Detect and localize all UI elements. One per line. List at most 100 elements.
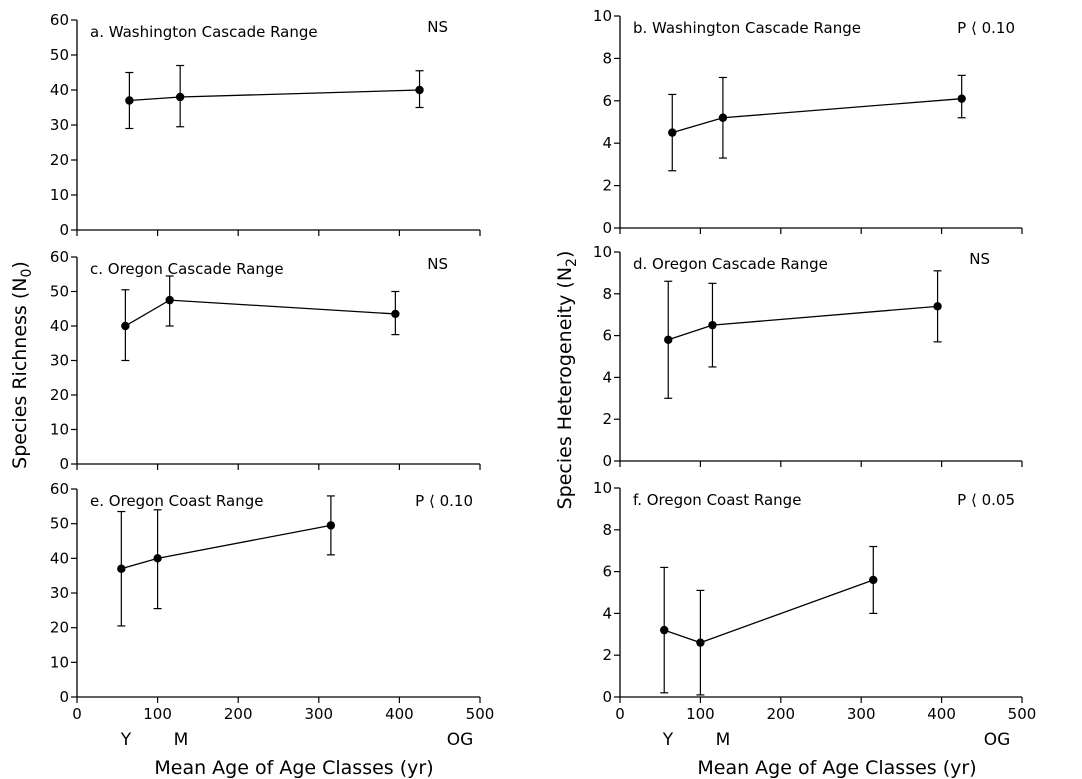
y-tick-label: 40 — [50, 81, 69, 99]
stat-label: NS — [427, 18, 448, 36]
panel-e: 0 10 20 30 40 50 60 0 100 200 300 400 500 e. Oregon C… — [50, 480, 494, 723]
y-tick-label: 10 — [593, 243, 612, 261]
stat-label: P ⟨ 0.10 — [957, 19, 1015, 37]
y-tick-label: 6 — [602, 563, 612, 581]
panel-title: e. Oregon Coast Range — [90, 492, 263, 510]
panel-title: b. Washington Cascade Range — [633, 19, 861, 37]
series-line — [664, 579, 874, 644]
y-tick-label: 6 — [602, 327, 612, 345]
stat-label: NS — [969, 250, 990, 268]
data-point — [660, 625, 669, 635]
data-point — [696, 638, 705, 647]
data-point — [718, 113, 728, 122]
age-class-labels: Y M OG Y M OG — [120, 730, 1010, 750]
y-tick-label: 60 — [50, 11, 69, 29]
y-tick-label: 20 — [50, 619, 69, 637]
x-tick-label: 200 — [224, 705, 253, 723]
left-y-axis-title-close: ) — [9, 261, 31, 268]
y-tick-label: 4 — [602, 604, 612, 622]
y-tick-label: 6 — [602, 92, 612, 110]
x-tick-label: 100 — [143, 705, 172, 723]
y-tick-label: 50 — [50, 283, 69, 301]
y-tick-label: 0 — [59, 455, 69, 473]
y-tick-label: 30 — [50, 584, 69, 602]
y-tick-label: 30 — [50, 116, 69, 134]
data-point — [668, 128, 677, 137]
y-tick-label: 50 — [50, 515, 69, 533]
stat-label: NS — [427, 255, 448, 273]
x-tick-label: 500 — [1008, 705, 1037, 723]
y-tick-label: 0 — [602, 219, 612, 237]
x-tick-label: 0 — [615, 705, 625, 723]
data-point — [391, 309, 400, 319]
panel-title: f. Oregon Coast Range — [633, 491, 801, 509]
y-tick-label: 40 — [50, 317, 69, 335]
data-point — [125, 96, 134, 105]
y-tick-label: 20 — [50, 151, 69, 169]
y-tick-label: 4 — [602, 368, 612, 386]
data-point — [664, 335, 673, 344]
y-tick-label: 40 — [50, 549, 69, 567]
x-tick-label: 400 — [385, 705, 414, 723]
data-point — [175, 92, 185, 102]
data-point — [869, 575, 878, 585]
right-y-axis-title-main: Species Heterogeneity (N — [554, 267, 576, 509]
y-tick-label: 2 — [602, 410, 612, 428]
panel-a: 0 10 20 30 40 50 60 a. Washington Cascade Range… — [50, 11, 481, 239]
data-point — [957, 94, 966, 103]
left-y-axis-title-main: Species Richness (N — [9, 278, 31, 469]
y-tick-label: 8 — [602, 285, 612, 303]
series-line — [121, 524, 332, 570]
data-point — [933, 302, 942, 311]
x-tick-label: 500 — [466, 705, 495, 723]
y-tick-label: 10 — [593, 479, 612, 497]
age-class-label: M — [174, 730, 189, 750]
y-tick-label: 0 — [59, 688, 69, 706]
panel-title: d. Oregon Cascade Range — [633, 255, 828, 273]
x-tick-label: 400 — [927, 705, 956, 723]
y-tick-label: 30 — [50, 352, 69, 370]
data-point — [153, 554, 162, 563]
y-tick-label: 10 — [50, 421, 69, 439]
age-class-label: Y — [662, 730, 674, 750]
right-x-axis-title: Mean Age of Age Classes (yr) — [697, 757, 976, 779]
age-class-label: OG — [984, 730, 1011, 750]
right-y-axis-title-close: ) — [554, 251, 576, 258]
x-tick-label: 0 — [72, 705, 82, 723]
data-point — [121, 321, 130, 331]
panel-d: 0 2 4 6 8 10 d. Oregon Cascade Range NS — [593, 243, 1023, 470]
y-tick-label: 10 — [50, 186, 69, 204]
age-class-label: Y — [120, 730, 132, 750]
x-tick-label: 100 — [686, 705, 715, 723]
y-tick-label: 4 — [602, 134, 612, 152]
data-point — [165, 295, 174, 305]
right-y-axis-title-subscript: 2 — [564, 258, 580, 267]
data-point — [326, 521, 336, 530]
x-tick-label: 200 — [766, 705, 795, 723]
y-tick-label: 0 — [602, 452, 612, 470]
y-tick-label: 8 — [602, 521, 612, 539]
series-line — [672, 98, 962, 134]
y-tick-label: 50 — [50, 46, 69, 64]
right-y-axis-title: Species Heterogeneity (N2) — [554, 251, 580, 510]
y-tick-label: 20 — [50, 386, 69, 404]
panel-title: a. Washington Cascade Range — [90, 23, 318, 41]
series-line — [125, 299, 396, 327]
y-tick-label: 8 — [602, 49, 612, 67]
panel-b: 0 2 4 6 8 10 b. Washington Cascade Range P ⟨ 0.… — [593, 7, 1023, 237]
y-tick-label: 10 — [593, 7, 612, 25]
stat-label: P ⟨ 0.05 — [957, 491, 1015, 509]
y-tick-label: 60 — [50, 480, 69, 498]
stat-label: P ⟨ 0.10 — [415, 492, 473, 510]
y-tick-label: 0 — [59, 221, 69, 239]
left-y-axis-title: Species Richness (N0) — [9, 261, 35, 469]
data-point — [415, 85, 424, 95]
series-line — [668, 305, 938, 341]
panel-title: c. Oregon Cascade Range — [90, 260, 284, 278]
series-line — [129, 89, 420, 102]
y-tick-label: 2 — [602, 177, 612, 195]
data-point — [708, 320, 717, 330]
